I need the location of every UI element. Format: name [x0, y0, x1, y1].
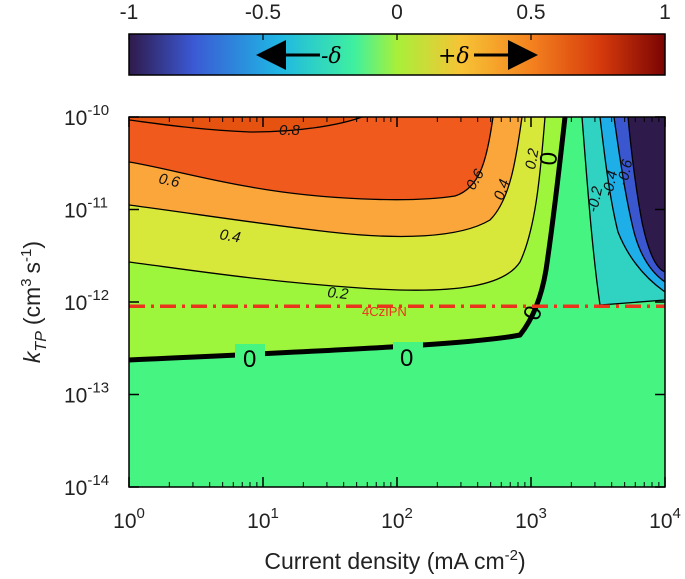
contour-label-0.2-b: 0.2 [522, 147, 542, 171]
colorbar-ticks: -1 -0.5 0 0.5 1 [120, 1, 671, 40]
contour-label-0-b: 0 [400, 345, 413, 372]
colorbar-tick-label: -0.5 [245, 1, 281, 24]
y-tick-label: 10-13 [64, 380, 109, 408]
contour-label-neg0.4: -0.4 [599, 169, 621, 198]
contour-label-0.4-a: 0.4 [218, 226, 241, 246]
y-axis-ticks: 10-10 10-11 10-12 10-13 10-14 [64, 102, 665, 500]
colorbar-tick-label: 0 [391, 1, 403, 24]
contour-neg0.4 [613, 117, 665, 283]
x-tick-label: 104 [649, 505, 681, 533]
contour-fills [129, 117, 665, 487]
contour-0 [129, 117, 568, 363]
x-tick-label: 103 [515, 505, 547, 533]
colorbar-gradient [128, 33, 666, 76]
contour-label-0.2-a: 0.2 [327, 284, 350, 303]
x-tick-label: 100 [113, 505, 145, 533]
contour-0.8 [129, 117, 363, 133]
colorbar-tick-label: 0.5 [516, 1, 545, 24]
contour-0.6 [129, 117, 494, 201]
contour-label-0-a: 0 [243, 346, 256, 373]
contour-neg0.6 [627, 117, 665, 273]
fill-pos06 [129, 117, 493, 200]
colorbar-positive-label: +δ [438, 44, 470, 69]
contour-lines [129, 117, 665, 363]
y-axis-title: kTP(cm3s-1) [18, 241, 50, 363]
contour-label-0.8-a: 0.8 [279, 122, 301, 139]
colorbar: -1 -0.5 0 0.5 1 -δ +δ [120, 1, 671, 76]
colorbar-tick-label: -1 [120, 1, 139, 24]
contour-label-0-d: 0 [535, 151, 563, 167]
y-tick-label: 10-11 [64, 195, 108, 223]
contour-0.2 [129, 117, 546, 291]
zero-label-bg-a [235, 344, 265, 370]
zero-label-bg-b [393, 342, 423, 368]
colorbar-tick-label: 1 [659, 1, 671, 24]
contour-label-0.4-b: 0.4 [491, 177, 514, 202]
y-tick-label: 10-12 [64, 287, 109, 315]
contour-label-neg0.6: -0.6 [614, 157, 636, 186]
contour-label-0.6-a: 0.6 [157, 170, 182, 191]
fill-neg06 [628, 117, 665, 272]
reference-line-label: 4CzIPN [362, 304, 407, 319]
x-axis-title: Current density (mA cm-2) [264, 547, 525, 574]
contour-label-neg0.2: -0.2 [584, 184, 606, 213]
x-axis-ticks: 100 101 102 103 104 [113, 117, 681, 533]
colorbar-negative-label: -δ [321, 44, 342, 69]
x-tick-label: 102 [381, 505, 413, 533]
reference-line-group: 4CzIPN [129, 304, 665, 319]
contour-0.4 [129, 117, 523, 238]
y-tick-label: 10-14 [64, 472, 109, 500]
contour-neg0 [581, 117, 665, 306]
y-tick-label: 10-10 [64, 102, 109, 130]
contour-neg0.2 [599, 117, 665, 293]
x-tick-label: 101 [247, 505, 279, 533]
